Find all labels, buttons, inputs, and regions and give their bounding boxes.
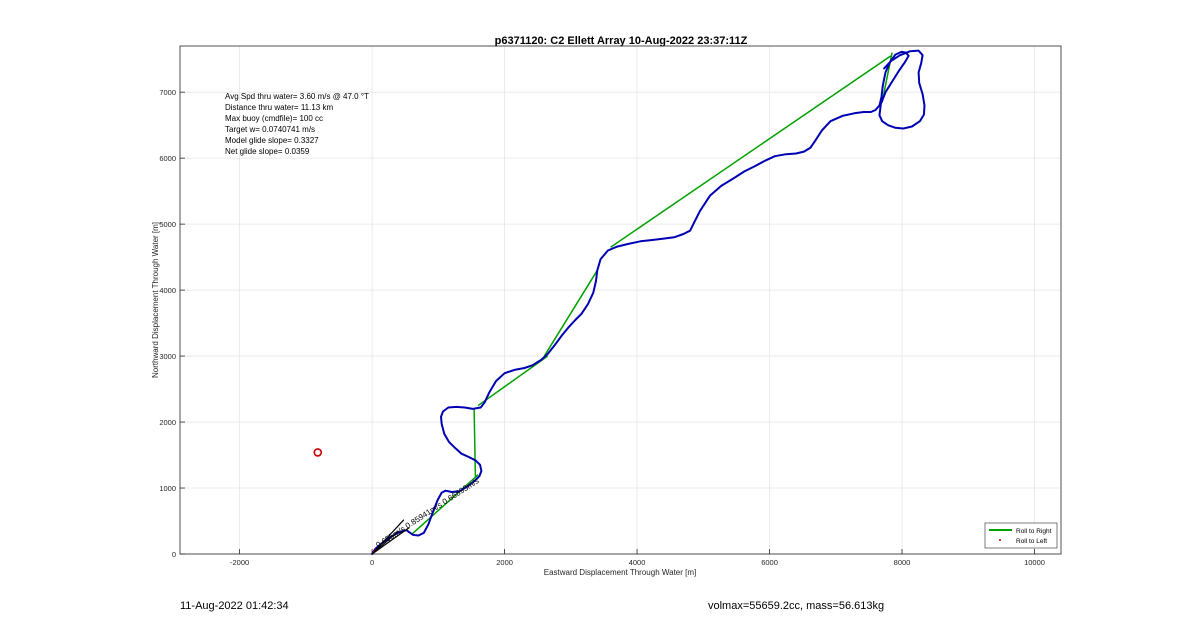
x-tick-label: 2000 [496, 558, 513, 567]
annotation-line: Model glide slope= 0.3327 [225, 136, 319, 145]
y-tick-label: 7000 [159, 88, 176, 97]
legend-label-roll-right: Roll to Right [1016, 528, 1052, 535]
roll-right-segment [473, 408, 477, 479]
y-axis-label: Northward Displacement Through Water [m] [151, 222, 160, 378]
x-tick-label: 8000 [894, 558, 911, 567]
y-tick-label: 4000 [159, 286, 176, 295]
vector-arrow [371, 519, 405, 555]
footer-volmax-mass: volmax=55659.2cc, mass=56.613kg [708, 600, 885, 612]
annotation-line: Distance thru water= 11.13 km [225, 103, 333, 112]
grid [180, 46, 1061, 555]
roll-right-segments [411, 52, 893, 535]
y-tick-label: 0 [172, 550, 176, 559]
y-tick-label: 2000 [159, 418, 176, 427]
annotations: Avg Spd thru water= 3.60 m/s @ 47.0 °T Di… [225, 92, 369, 156]
x-tick-label: 10000 [1024, 558, 1045, 567]
x-tick-label: -2000 [230, 558, 249, 567]
y-tick-label: 5000 [159, 220, 176, 229]
x-axis-label: Eastward Displacement Through Water [m] [544, 568, 697, 577]
axis-ticks: -2000 0 2000 4000 6000 8000 10000 0 1000 2000 3000… [159, 88, 1045, 567]
y-tick-label: 1000 [159, 484, 176, 493]
x-tick-label: 4000 [629, 558, 646, 567]
annotation-line: Avg Spd thru water= 3.60 m/s @ 47.0 °T [225, 92, 369, 101]
annotation-line: Target w= 0.0740741 m/s [225, 125, 315, 134]
plot-area [179, 45, 1062, 555]
y-tick-label: 3000 [159, 352, 176, 361]
annotation-line: Net glide slope= 0.0359 [225, 147, 310, 156]
x-tick-label: 0 [370, 558, 374, 567]
x-tick-label: 6000 [761, 558, 778, 567]
marker-circle [313, 448, 323, 457]
legend-swatch-roll-left [999, 539, 1001, 541]
vector-arrow [371, 527, 410, 555]
marker [313, 448, 323, 457]
y-tick-label: 6000 [159, 154, 176, 163]
footer-timestamp: 11-Aug-2022 01:42:34 [180, 600, 289, 612]
roll-right-segment [543, 269, 598, 357]
roll-right-segment [610, 55, 892, 248]
vector-arrow [371, 530, 399, 555]
legend-box [984, 522, 1058, 549]
legend: Roll to Right Roll to Left [984, 522, 1058, 549]
annotation-line: Max buoy (cmdfile)= 100 cc [225, 114, 323, 123]
roll-right-segment [411, 474, 479, 535]
track [371, 49, 926, 555]
chart-title: p6371120: C2 Ellett Array 10-Aug-2022 23… [495, 35, 748, 47]
legend-label-roll-left: Roll to Left [1016, 538, 1047, 545]
vector-label: 0.655m/s 0.85941m/s 0.66893m/s [374, 476, 480, 549]
track-line [371, 49, 926, 555]
roll-right-segment [477, 355, 549, 407]
